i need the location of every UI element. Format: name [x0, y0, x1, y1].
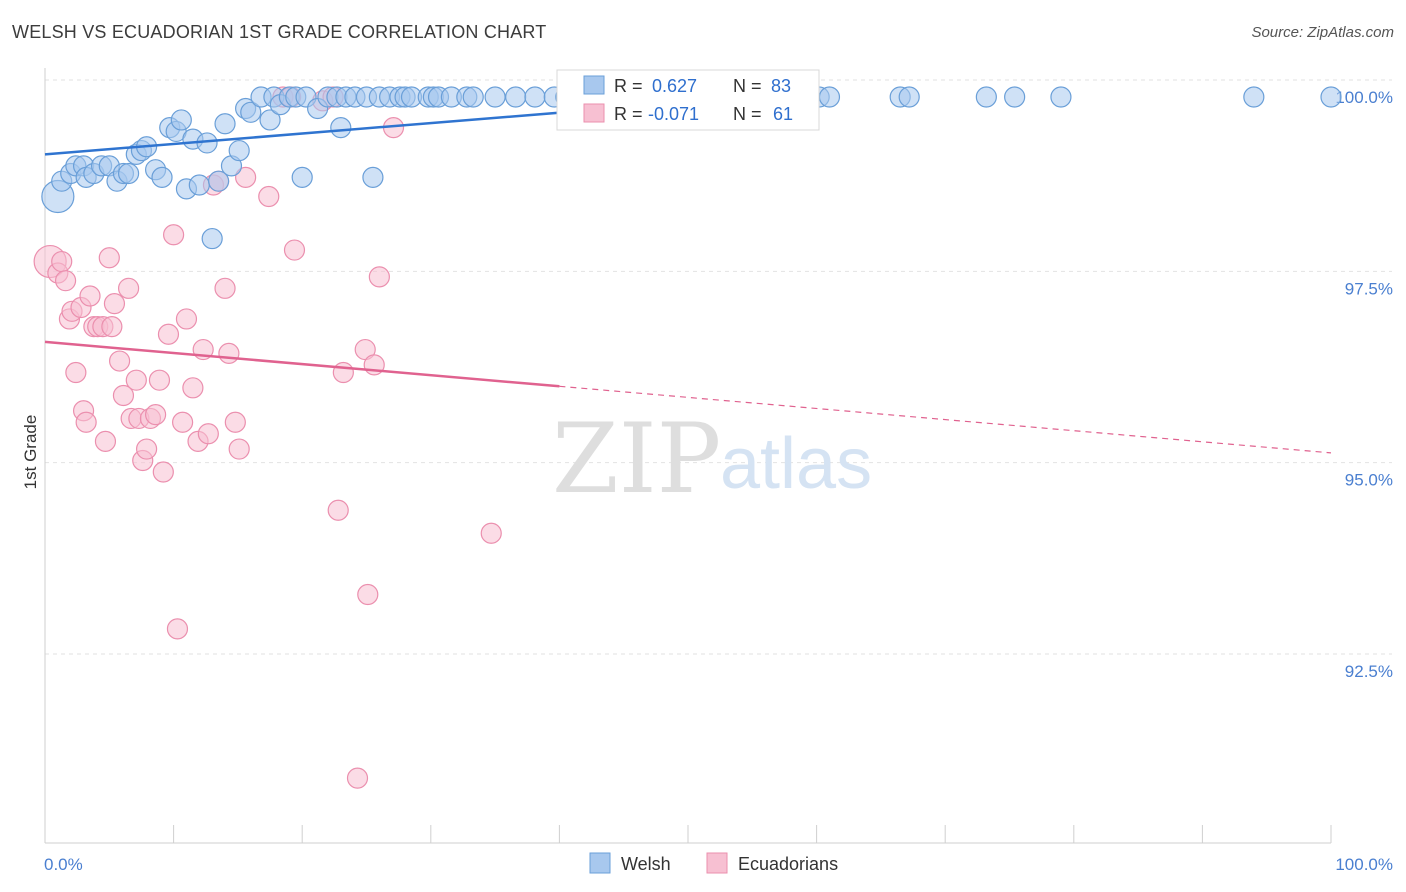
welsh-r-value: 0.627 [652, 76, 697, 96]
ecuadorian-point [332, 361, 354, 384]
welsh-point [818, 86, 841, 108]
welsh-n-label: N = [733, 76, 762, 96]
legend-welsh-label: Welsh [621, 854, 671, 874]
y-tick-label: 97.5% [1345, 279, 1393, 298]
y-tick-label: 92.5% [1345, 662, 1393, 681]
ecuadorian-point [283, 239, 306, 261]
ecuadorian-point [103, 293, 126, 315]
welsh-point [505, 86, 527, 108]
ecuadorian-point [79, 285, 101, 307]
welsh-point [362, 166, 384, 188]
legend-ecuadorians-label: Ecuadorians [738, 854, 838, 874]
watermark-atlas: atlas [720, 424, 872, 504]
welsh-point [462, 86, 484, 108]
ecuadorian-r-value: -0.071 [648, 104, 699, 124]
welsh-point [240, 101, 262, 123]
ecuadorian-n-label: N = [733, 104, 762, 124]
ecuadorian-point [235, 166, 257, 188]
ecuadorian-point [98, 247, 120, 269]
welsh-point [170, 109, 192, 131]
ecuadorian-point [175, 308, 198, 330]
ecuadorian-point [218, 342, 240, 364]
welsh-point [214, 113, 236, 135]
ecuadorian-point [94, 430, 117, 452]
x-tick-label-min: 0.0% [44, 855, 83, 874]
x-tick-label-max: 100.0% [1335, 855, 1393, 874]
welsh-point [1050, 86, 1072, 108]
ecuadorian-point [75, 411, 97, 433]
welsh-point [201, 227, 223, 250]
bottom-legend: Welsh Ecuadorians [589, 852, 838, 874]
ecuadorian-point [480, 522, 502, 544]
legend-ecuadorians-swatch [706, 852, 728, 874]
y-tick-label: 95.0% [1345, 471, 1393, 490]
ecuadorian-point [157, 323, 180, 345]
y-axis-label: 1st Grade [21, 415, 40, 490]
welsh-point [228, 139, 250, 162]
chart-title: WELSH VS ECUADORIAN 1ST GRADE CORRELATIO… [12, 22, 547, 42]
ecuadorian-n-value: 61 [773, 104, 793, 124]
ecuadorian-point [117, 277, 140, 299]
ecuadorian-point [148, 369, 171, 391]
welsh-point [259, 109, 281, 131]
welsh-swatch [583, 75, 605, 95]
legend-welsh-swatch [589, 852, 611, 874]
ecuadorian-r-label: R = [614, 104, 643, 124]
ecuadorian-point [224, 411, 246, 433]
ecuadorian-point [258, 185, 280, 208]
welsh-point [524, 86, 546, 108]
welsh-n-value: 83 [771, 76, 791, 96]
ecuadorian-point [197, 423, 219, 445]
ecuadorian-point [152, 461, 174, 483]
grid-lines [45, 79, 1392, 655]
y-tick-label: 100.0% [1335, 88, 1393, 107]
welsh-point [291, 166, 313, 188]
axes: 100.0% 97.5% 95.0% 92.5% 0.0% 100.0% [44, 68, 1393, 874]
ecuadorian-point [228, 438, 250, 460]
welsh-point [188, 174, 210, 196]
welsh-point [484, 86, 506, 108]
welsh-point [151, 166, 173, 188]
ecuadorian-point [101, 316, 123, 338]
welsh-point [1243, 86, 1265, 108]
ecuadorian-point [214, 277, 236, 299]
ecuadorian-point [51, 250, 73, 273]
ecuadorian-point [327, 499, 349, 521]
ecuadorian-trend-line [44, 340, 560, 388]
welsh-r-label: R = [614, 76, 643, 96]
ecuadorian-point [166, 618, 189, 640]
ecuadorian-point [135, 438, 158, 460]
welsh-point [1320, 86, 1342, 108]
ecuadorian-point [346, 767, 369, 789]
welsh-point [117, 162, 140, 185]
source-credit: Source: ZipAtlas.com [1251, 24, 1394, 41]
ecuadorian-swatch [583, 103, 605, 123]
welsh-point [330, 117, 352, 139]
welsh-point [208, 170, 230, 192]
ecuadorian-point [112, 384, 135, 407]
ecuadorian-point [108, 350, 131, 372]
ecuadorian-point [163, 224, 185, 246]
ecuadorian-point [54, 270, 77, 292]
stats-legend: R = 0.627 N = 83 R = -0.071 N = 61 [556, 69, 820, 131]
ecuadorian-point [65, 361, 87, 384]
welsh-point [975, 86, 997, 108]
ecuadorian-point [172, 411, 194, 433]
welsh-point [898, 86, 920, 108]
ecuadorian-point [368, 266, 390, 288]
ecuadorian-point [357, 583, 379, 606]
watermark-zip: ZIP [552, 403, 721, 515]
ecuadorian-point [144, 404, 167, 426]
series-ecuadorians [33, 86, 502, 789]
ecuadorian-point [125, 369, 147, 391]
welsh-point [1004, 86, 1026, 108]
ecuadorian-trend-extension [559, 385, 1332, 454]
ecuadorian-point [182, 377, 204, 399]
